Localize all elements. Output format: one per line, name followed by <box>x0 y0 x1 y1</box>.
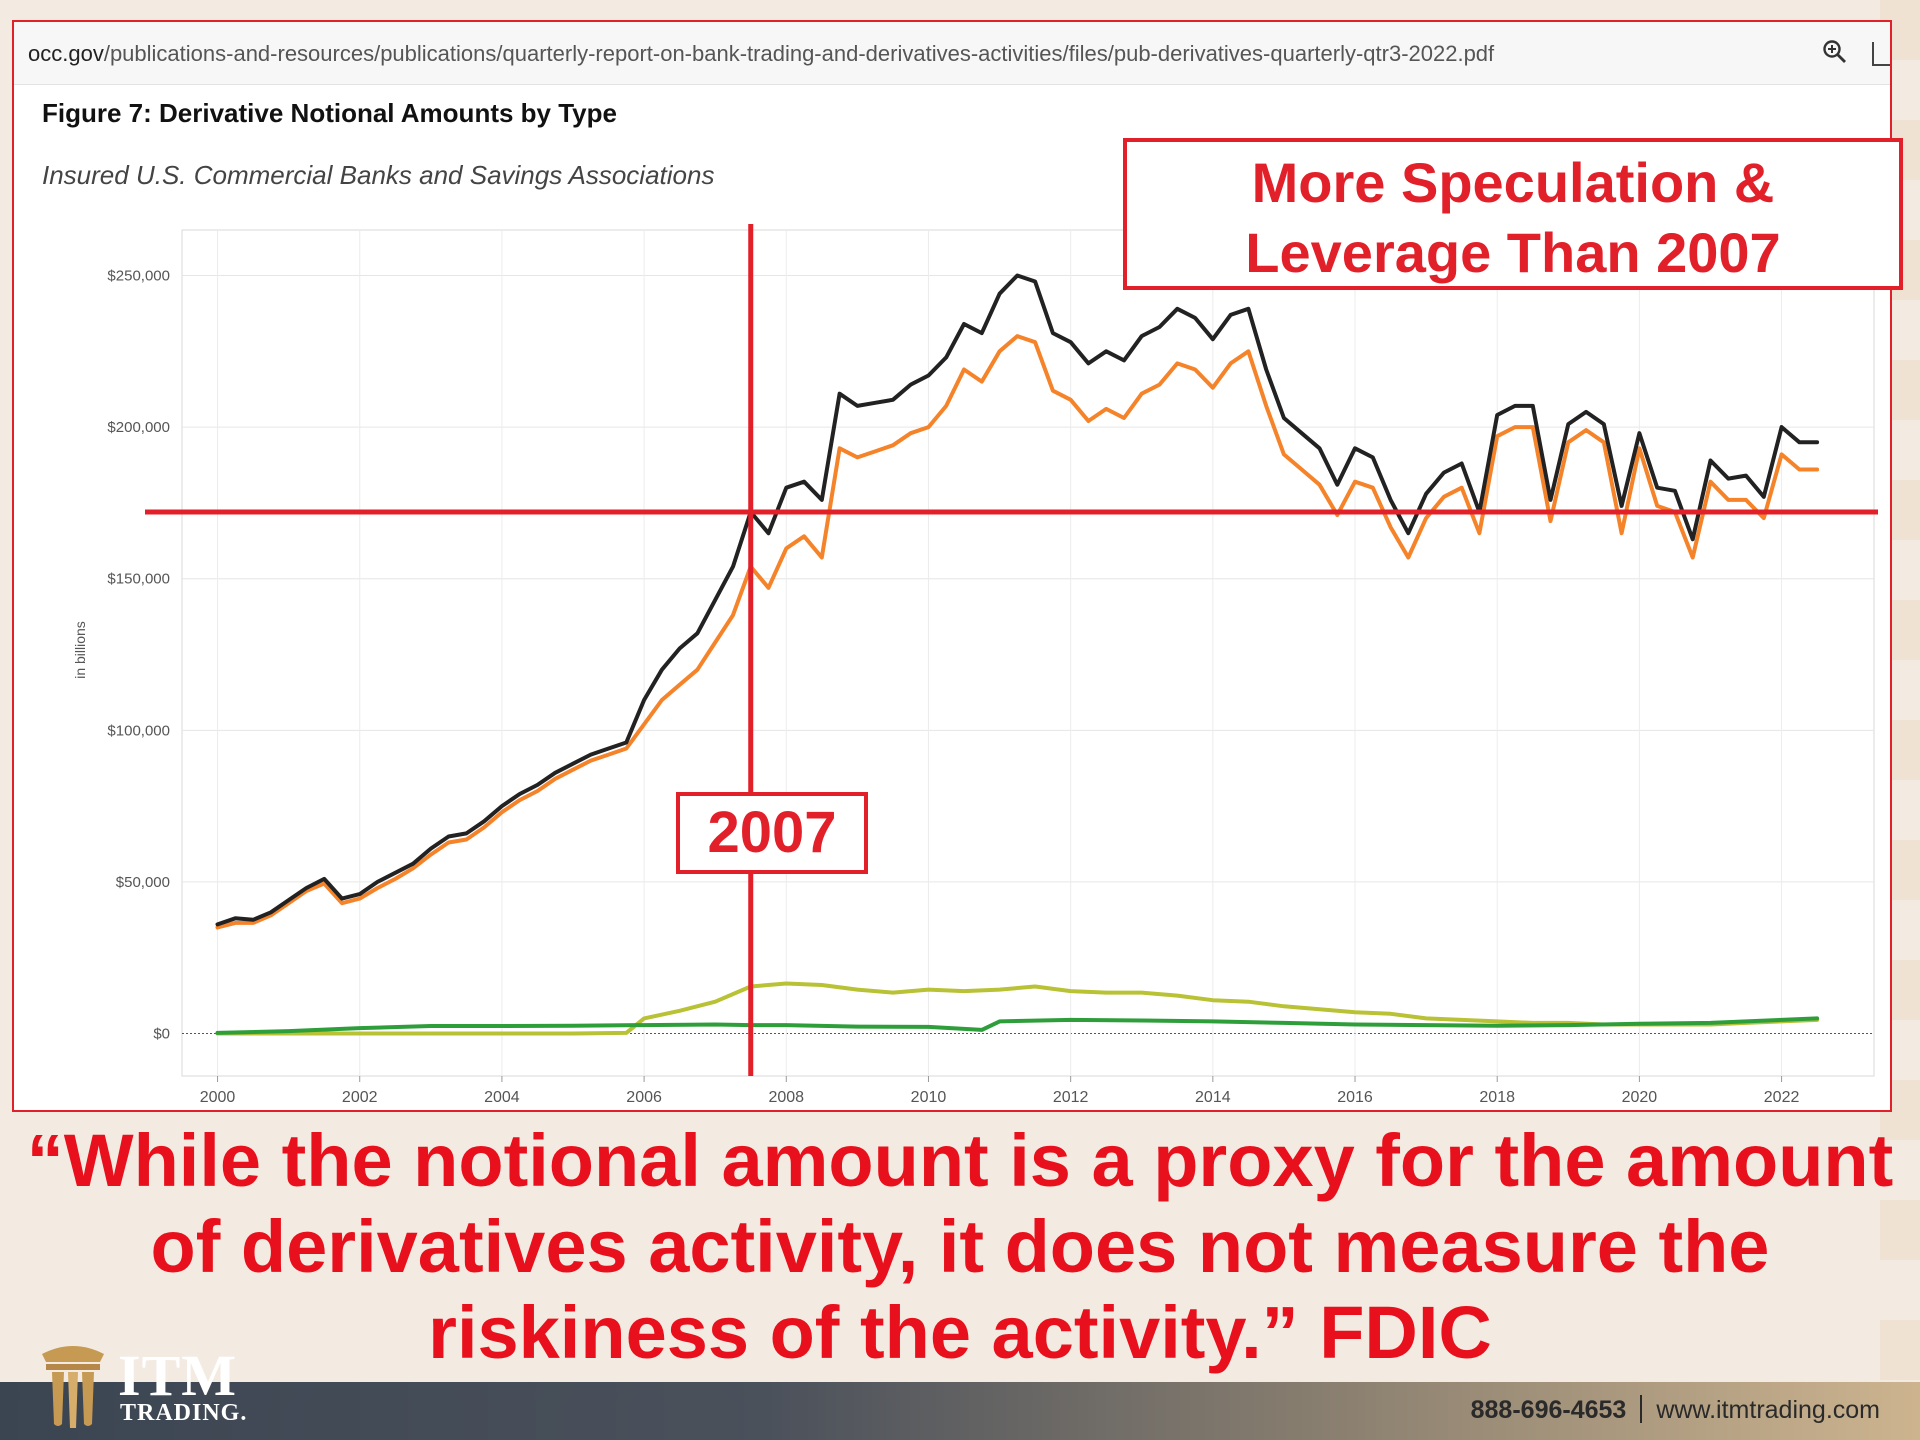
series-line-orange <box>215 334 1820 930</box>
website-link[interactable]: www.itmtrading.com <box>1656 1396 1880 1424</box>
x-tick-label: 2002 <box>342 1089 378 1106</box>
y-tick-label: $50,000 <box>116 874 170 891</box>
y-tick-label: $100,000 <box>107 722 170 739</box>
x-tick-label: 2010 <box>911 1089 947 1106</box>
x-tick-label: 2006 <box>626 1089 662 1106</box>
itm-trading-logo[interactable]: ITM TRADING. <box>38 1340 258 1440</box>
figure-subtitle: Insured U.S. Commercial Banks and Saving… <box>42 160 715 190</box>
zoom-in-icon[interactable] <box>1822 39 1848 65</box>
y-tick-label: $250,000 <box>107 267 170 284</box>
x-tick-label: 2020 <box>1622 1089 1658 1106</box>
logo-brand-line-2: TRADING. <box>120 1400 248 1426</box>
contact-divider <box>1640 1395 1643 1423</box>
x-tick-label: 2004 <box>484 1089 520 1106</box>
y-axis-ticks: $0 $50,000 $100,000 $150,000 $200,000 $250,00… <box>107 267 170 1042</box>
year-2007-label: 2007 <box>676 792 868 874</box>
x-tick-label: 2014 <box>1195 1089 1231 1106</box>
x-tick-label: 2016 <box>1337 1089 1373 1106</box>
series-lines <box>215 273 1820 1036</box>
plot-area <box>181 229 1875 1077</box>
fdic-quote: “While the notional amount is a proxy fo… <box>26 1119 1894 1374</box>
y-axis-label: in billions <box>72 621 88 679</box>
y-tick-label: $200,000 <box>107 419 170 436</box>
x-tick-label: 2022 <box>1764 1089 1800 1106</box>
open-external-icon[interactable] <box>1872 42 1890 66</box>
pillar-logo-icon <box>42 1346 104 1428</box>
figure-title: Figure 7: Derivative Notional Amounts by… <box>42 98 617 128</box>
logo-brand-line-1: ITM <box>118 1343 237 1408</box>
speculation-callout: More Speculation & Leverage Than 2007 <box>1123 138 1903 290</box>
y-tick-label: $150,000 <box>107 571 170 588</box>
contact-info: 888-696-4653 www.itmtrading.com <box>1471 1395 1880 1425</box>
callout-line-1: More Speculation & <box>1251 151 1775 214</box>
phone-number[interactable]: 888-696-4653 <box>1470 1396 1627 1424</box>
series-line-total <box>215 273 1820 927</box>
x-tick-label: 2018 <box>1479 1089 1515 1106</box>
callout-line-2: Leverage Than 2007 <box>1245 221 1781 284</box>
chart-canvas: $0 $50,000 $100,000 $150,000 $200,000 $250,00… <box>72 224 1878 1106</box>
url-text[interactable]: occ.gov/publications-and-resources/publi… <box>28 41 1494 67</box>
x-tick-label: 2008 <box>768 1089 804 1106</box>
x-tick-label: 2012 <box>1053 1089 1089 1106</box>
browser-address-bar[interactable]: occ.gov/publications-and-resources/publi… <box>14 22 1890 85</box>
series-line-green <box>215 1016 1820 1035</box>
y-tick-label: $0 <box>153 1026 170 1043</box>
x-tick-label: 2000 <box>200 1089 236 1106</box>
url-path: /publications-and-resources/publications… <box>103 41 1495 66</box>
url-host: occ.gov <box>28 41 104 66</box>
footer-bar: 888-696-4653 www.itmtrading.com <box>0 1382 1920 1440</box>
x-axis-ticks: 2000 2002 2004 2006 2008 2010 2012 2014 2016 2018… <box>200 1076 1800 1106</box>
reference-lines <box>145 224 1878 1076</box>
